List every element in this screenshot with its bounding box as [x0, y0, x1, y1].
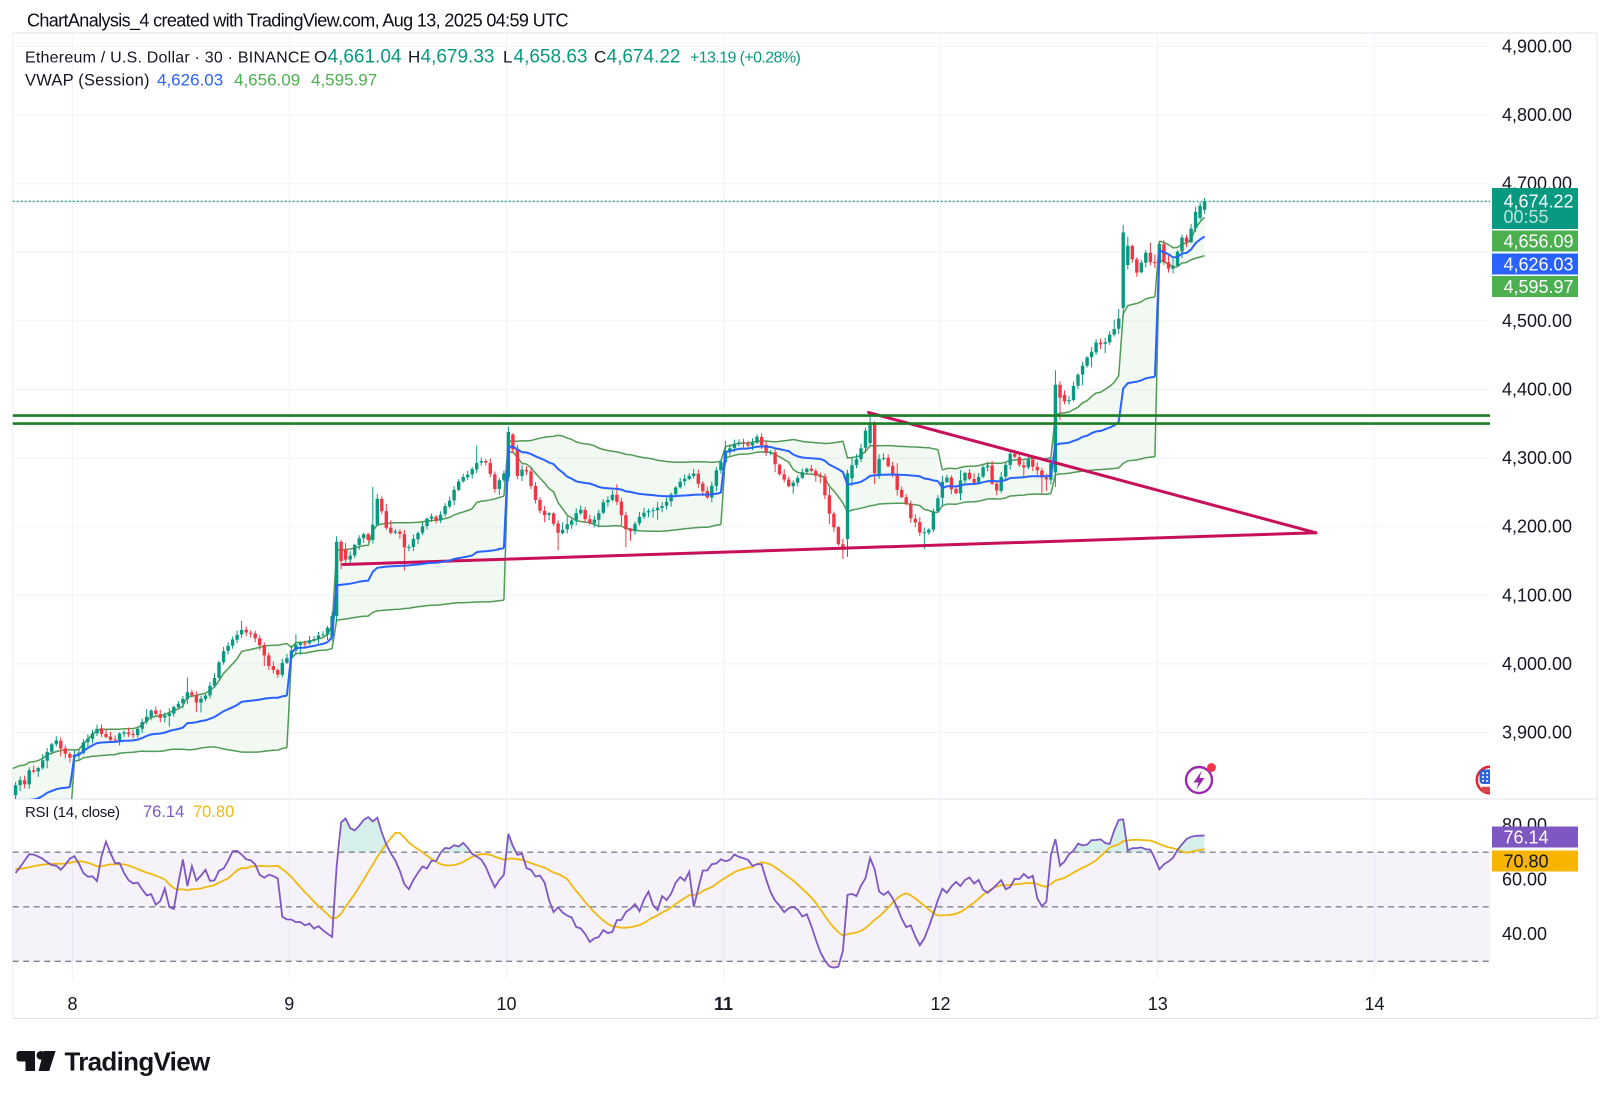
- svg-text:+13.19 (+0.28%): +13.19 (+0.28%): [690, 50, 800, 67]
- svg-text:4,000.00: 4,000.00: [1502, 654, 1572, 674]
- svg-text:O: O: [314, 48, 327, 67]
- svg-text:10: 10: [496, 994, 516, 1014]
- svg-text:4,200.00: 4,200.00: [1502, 517, 1572, 537]
- svg-text:76.14: 76.14: [143, 803, 184, 821]
- svg-text:14: 14: [1364, 994, 1384, 1014]
- svg-text:RSI (14, close): RSI (14, close): [25, 804, 120, 821]
- svg-text:4,658.63: 4,658.63: [514, 47, 588, 68]
- svg-text:4,100.00: 4,100.00: [1502, 585, 1572, 605]
- svg-text:ChartAnalysis_4 created with T: ChartAnalysis_4 created with TradingView…: [27, 11, 568, 32]
- svg-text:H: H: [408, 48, 420, 67]
- svg-text:VWAP (Session): VWAP (Session): [25, 72, 150, 90]
- svg-text:8: 8: [67, 994, 77, 1014]
- svg-text:TradingView: TradingView: [65, 1047, 211, 1077]
- svg-text:4,656.09: 4,656.09: [234, 71, 300, 90]
- svg-text:4,679.33: 4,679.33: [421, 47, 495, 68]
- svg-text:4,626.03: 4,626.03: [1504, 255, 1574, 275]
- svg-text:4,595.97: 4,595.97: [311, 71, 377, 90]
- svg-text:Ethereum / U.S. Dollar · 30 ·: Ethereum / U.S. Dollar · 30 · BINANCE: [25, 50, 311, 67]
- svg-text:4,656.09: 4,656.09: [1504, 232, 1574, 252]
- svg-text:00:55: 00:55: [1504, 207, 1549, 227]
- svg-text:4,500.00: 4,500.00: [1502, 311, 1572, 331]
- svg-text:70.80: 70.80: [193, 803, 234, 821]
- svg-text:4,400.00: 4,400.00: [1502, 380, 1572, 400]
- svg-text:C: C: [594, 48, 606, 67]
- svg-text:4,595.97: 4,595.97: [1504, 277, 1574, 297]
- svg-text:70.80: 70.80: [1504, 852, 1549, 872]
- svg-text:4,800.00: 4,800.00: [1502, 105, 1572, 125]
- svg-text:3,900.00: 3,900.00: [1502, 723, 1572, 743]
- svg-text:4,300.00: 4,300.00: [1502, 448, 1572, 468]
- svg-text:4,661.04: 4,661.04: [328, 47, 402, 68]
- svg-text:4,674.22: 4,674.22: [607, 47, 681, 68]
- svg-text:40.00: 40.00: [1502, 924, 1547, 944]
- svg-text:60.00: 60.00: [1502, 870, 1547, 890]
- svg-text:4,626.03: 4,626.03: [157, 71, 223, 90]
- svg-text:76.14: 76.14: [1504, 828, 1549, 848]
- svg-text:12: 12: [930, 994, 950, 1014]
- svg-text:9: 9: [284, 994, 294, 1014]
- svg-text:13: 13: [1148, 994, 1168, 1014]
- svg-text:11: 11: [714, 994, 733, 1014]
- svg-text:L: L: [503, 48, 512, 67]
- svg-text:4,900.00: 4,900.00: [1502, 37, 1572, 57]
- svg-text:4,674.22: 4,674.22: [1504, 192, 1574, 212]
